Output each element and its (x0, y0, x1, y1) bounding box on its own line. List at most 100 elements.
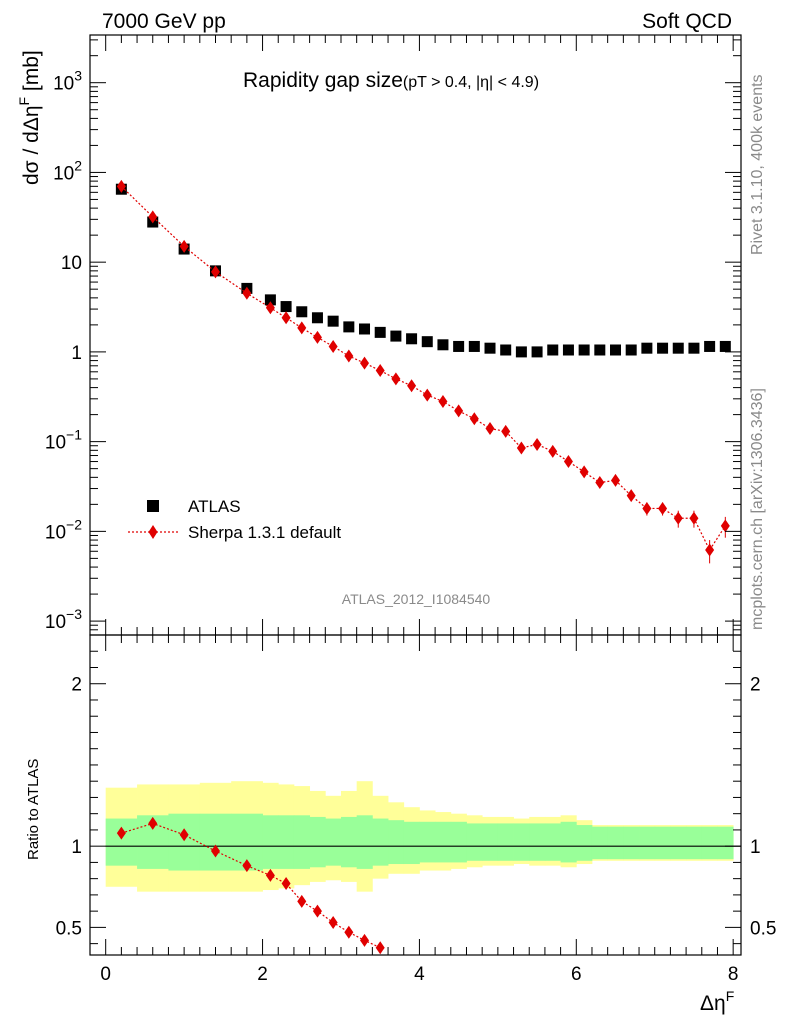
atlas-point (610, 344, 622, 356)
plot-title-main: Rapidity gap size (243, 69, 403, 92)
atlas-point (311, 312, 323, 324)
legend-atlas-label: ATLAS (188, 497, 241, 516)
ratio-band-inner (168, 813, 201, 871)
sherpa-point (297, 321, 307, 335)
atlas-point (374, 326, 386, 338)
ratio-sherpa-point (179, 828, 189, 842)
y-tick-label: 103 (53, 68, 82, 95)
ratio-sherpa-point (360, 933, 370, 947)
y-tick-label-exp: −1 (66, 427, 82, 443)
y-tick-label-base: 10 (45, 433, 66, 454)
y-axis-label-main: dσ / dΔη (20, 105, 43, 185)
ratio-band-inner (639, 826, 656, 860)
y-tick-label-base: 10 (53, 163, 74, 184)
y-tick-label: 10−2 (45, 516, 82, 543)
y-tick-label: 10−3 (45, 606, 82, 633)
atlas-point (594, 344, 606, 356)
y-axis-label: dσ / dΔηF [mb] (16, 50, 43, 185)
sherpa-point (265, 301, 275, 315)
atlas-point (327, 315, 339, 327)
atlas-point (453, 340, 465, 352)
atlas-point (672, 342, 684, 354)
sherpa-point (407, 379, 417, 393)
ratio-band-inner (654, 826, 671, 860)
y-axis-label-sup: F (16, 97, 32, 106)
sherpa-point (469, 412, 479, 426)
ratio-band-inner (623, 826, 640, 860)
ratio-plot-axes: 0.5 0.5 1 1 2 2 0 2 4 6 8 (56, 635, 776, 985)
atlas-point (719, 340, 731, 352)
y-tick-label-exp: 3 (74, 68, 82, 84)
ratio-band-inner (576, 825, 593, 861)
x-axis-label-sup: F (726, 988, 735, 1004)
sherpa-point (148, 210, 158, 224)
ratio-y-tick-label-right: 0.5 (750, 918, 776, 939)
atlas-point (641, 342, 653, 354)
header-category: Soft QCD (642, 10, 732, 33)
y-tick-label: 102 (53, 157, 82, 184)
ratio-y-tick-label-left: 1 (71, 837, 82, 858)
atlas-point (547, 344, 559, 356)
y-tick-label-base: 10 (53, 74, 74, 95)
sherpa-point (563, 455, 573, 469)
y-tick-label-base: 10 (61, 253, 82, 274)
atlas-point (657, 342, 669, 354)
rivet-label: Rivet 3.1.10, 400k events (749, 74, 766, 255)
sherpa-point (242, 286, 252, 300)
ratio-band-inner (529, 823, 546, 861)
legend-sherpa-label: Sherpa 1.3.1 default (188, 523, 341, 542)
atlas-point (484, 342, 496, 354)
ratio-sherpa-point (312, 904, 322, 918)
header-energy: 7000 GeV pp (102, 10, 226, 33)
ratio-band-inner (340, 816, 358, 868)
ratio-sherpa-point (265, 868, 275, 882)
analysis-label: ATLAS_2012_I1084540 (342, 591, 491, 607)
atlas-point (704, 340, 716, 352)
ratio-band-inner (497, 823, 514, 861)
ratio-band-inner (544, 823, 562, 861)
sherpa-point (422, 388, 432, 402)
sherpa-point (281, 311, 291, 325)
sherpa-point (210, 265, 220, 279)
x-tick-label: 8 (728, 964, 739, 985)
sherpa-point (516, 441, 526, 455)
y-tick-label-exp: −3 (66, 606, 82, 622)
ratio-band-inner (450, 821, 467, 863)
x-tick-label: 2 (257, 964, 268, 985)
main-plot-marks (115, 179, 731, 564)
atlas-point (280, 301, 292, 313)
ratio-band-inner (560, 821, 577, 863)
sherpa-point (611, 473, 621, 487)
atlas-point (468, 340, 480, 352)
ratio-band-inner (670, 826, 687, 860)
y-tick-label-base: 10 (45, 522, 66, 543)
ratio-band-inner (686, 826, 703, 860)
ratio-band-inner (325, 818, 342, 866)
atlas-point (688, 342, 700, 354)
ratio-band-inner (607, 826, 624, 860)
y-tick-label: 10 (61, 253, 82, 274)
ratio-band-inner (435, 821, 452, 863)
legend-atlas-marker (147, 500, 159, 512)
ratio-y-tick-label-right: 1 (750, 837, 761, 858)
ratio-sherpa-point (242, 859, 252, 873)
ratio-band-inner (591, 826, 609, 860)
ratio-sherpa-point (210, 844, 220, 858)
x-tick-label: 0 (100, 964, 111, 985)
ratio-band-inner (482, 823, 499, 861)
sherpa-point (689, 511, 699, 525)
sherpa-point (501, 424, 511, 438)
ratio-y-tick-label-left: 0.5 (56, 918, 82, 939)
ratio-sherpa-point (148, 816, 158, 830)
sherpa-point (438, 395, 448, 409)
x-tick-label: 4 (414, 964, 425, 985)
atlas-point (625, 344, 637, 356)
sherpa-point (705, 543, 715, 557)
atlas-point (343, 321, 355, 333)
ratio-band-inner (717, 826, 734, 860)
atlas-point (406, 333, 418, 345)
ratio-sherpa-point (281, 877, 291, 891)
sherpa-point (642, 501, 652, 515)
sherpa-point (312, 330, 322, 344)
atlas-point (296, 306, 308, 318)
